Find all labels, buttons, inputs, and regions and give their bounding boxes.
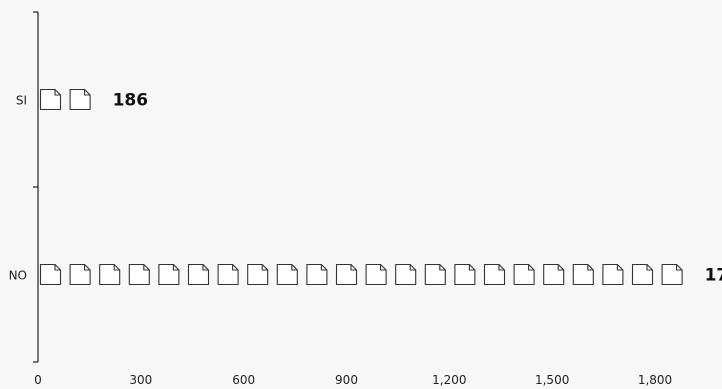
category-label: SI: [16, 94, 27, 108]
document-icon: [247, 263, 269, 286]
x-tick-label: 300: [129, 373, 152, 387]
document-icon: [128, 263, 150, 286]
value-label: 186: [113, 91, 149, 111]
document-icon: [187, 263, 210, 286]
document-icon: [39, 88, 62, 111]
labels: 0 300 600 900 1,200 1,500 1,800 SI 186 NO 1774: [9, 91, 722, 388]
icon-bars: [39, 88, 683, 286]
document-icon: [306, 263, 328, 286]
x-tick-label: 0: [34, 373, 42, 387]
document-icon: [39, 263, 62, 286]
document-icon: [276, 263, 298, 286]
document-icon: [158, 263, 180, 286]
document-icon: [424, 263, 446, 286]
document-icon: [365, 263, 387, 286]
document-icon: [99, 263, 121, 286]
x-tick-label: 1,200: [432, 373, 466, 387]
x-tick-label: 900: [335, 373, 358, 387]
document-icon: [572, 263, 594, 286]
value-label: 1774: [705, 266, 722, 286]
axes: [33, 11, 39, 363]
document-icon: [543, 263, 565, 286]
document-icon: [335, 263, 358, 286]
icon-bar: [39, 88, 91, 111]
document-icon: [454, 263, 476, 286]
document-icon: [69, 263, 91, 286]
document-icon: [661, 263, 683, 286]
document-icon: [483, 263, 506, 286]
document-icon: [69, 88, 91, 111]
document-icon: [513, 263, 535, 286]
x-tick-label: 1,800: [638, 373, 672, 387]
document-icon: [631, 263, 654, 286]
x-tick-label: 600: [232, 373, 255, 387]
document-icon: [217, 263, 239, 286]
icon-bar: [39, 263, 683, 286]
document-icon: [395, 263, 417, 286]
x-tick-label: 1,500: [535, 373, 569, 387]
category-label: NO: [9, 269, 27, 283]
document-icon: [602, 263, 624, 286]
